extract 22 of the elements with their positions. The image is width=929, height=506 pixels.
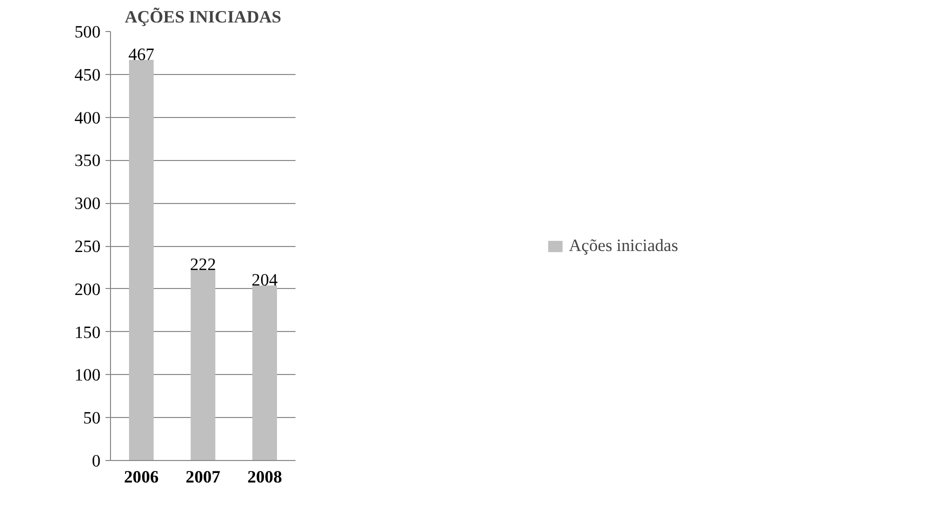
y-tick-label: 400 <box>74 108 101 128</box>
y-tick-label: 250 <box>74 237 101 256</box>
data-label: 204 <box>252 270 278 290</box>
y-tick-label: 50 <box>83 408 100 428</box>
legend-label: Ações iniciadas <box>568 236 678 256</box>
y-tick-label: 100 <box>74 366 101 385</box>
y-tick-label: 300 <box>74 194 101 214</box>
data-label: 222 <box>190 255 216 274</box>
bar <box>252 285 277 460</box>
y-tick-label: 350 <box>74 151 101 170</box>
bar <box>129 60 154 460</box>
bar <box>190 270 216 460</box>
x-tick-label: 2008 <box>247 468 282 486</box>
y-tick-label: 0 <box>92 452 101 470</box>
y-tick-label: 450 <box>74 65 101 84</box>
chart-title: AÇÕES INICIADAS <box>124 8 282 26</box>
x-tick-label: 2007 <box>186 468 221 486</box>
y-tick-label: 150 <box>74 322 101 342</box>
y-tick-label: 200 <box>74 280 101 299</box>
data-label: 467 <box>128 44 155 64</box>
y-tick-label: 500 <box>74 22 101 42</box>
x-tick-label: 2006 <box>124 468 159 486</box>
